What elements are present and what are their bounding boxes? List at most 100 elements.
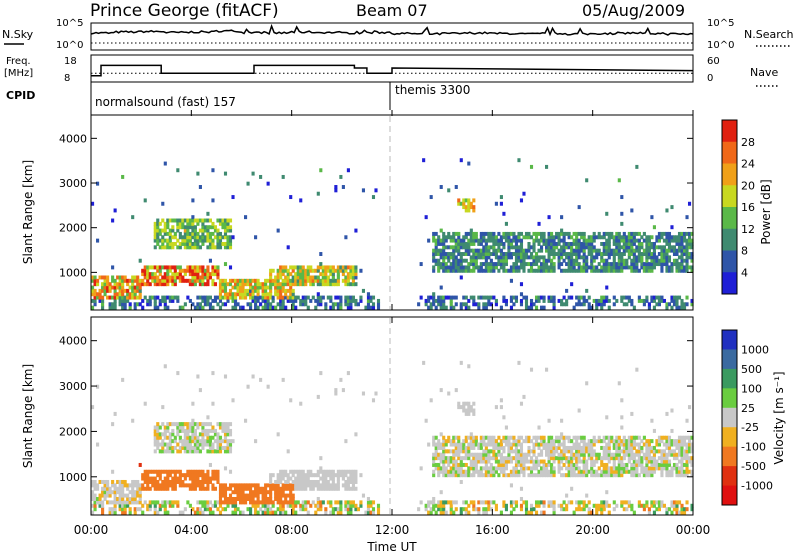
power-cell	[620, 268, 624, 273]
velocity-cell	[223, 374, 228, 379]
velocity-cell	[163, 479, 167, 484]
power-cell	[116, 295, 120, 300]
velocity-cell	[602, 452, 606, 457]
power-cell	[311, 278, 315, 283]
power-cell	[467, 248, 471, 253]
velocity-cell	[547, 503, 551, 508]
power-cell	[178, 231, 182, 236]
velocity-cell	[447, 435, 451, 440]
velocity-cell	[509, 510, 513, 515]
power-cell	[201, 231, 205, 236]
velocity-cell	[442, 459, 446, 464]
velocity-cell	[577, 408, 581, 413]
power-cell	[434, 305, 438, 310]
power-cell	[592, 258, 596, 263]
power-cell	[432, 235, 436, 240]
velocity-cell	[452, 442, 456, 447]
velocity-cell	[662, 503, 667, 508]
velocity-cell	[547, 462, 551, 467]
velocity-cell	[592, 449, 596, 454]
power-cell	[685, 241, 689, 246]
velocity-cell	[153, 469, 157, 474]
velocity-cell	[116, 496, 120, 501]
velocity-cell	[685, 469, 689, 474]
velocity-cell	[590, 439, 594, 444]
power-cell	[645, 295, 649, 300]
power-cell	[494, 265, 498, 270]
power-cell	[178, 221, 182, 226]
velocity-cell	[667, 459, 672, 464]
velocity-cell	[472, 435, 476, 440]
power-cell	[585, 245, 589, 250]
power-cell	[108, 302, 112, 307]
power-cell	[221, 302, 225, 307]
power-cell	[336, 272, 340, 277]
velocity-cell	[208, 500, 212, 505]
velocity-cell	[158, 486, 162, 491]
power-cell	[281, 302, 285, 307]
power-cell	[291, 298, 295, 303]
velocity-cell	[672, 456, 677, 461]
velocity-cell	[246, 496, 250, 501]
power-cell	[351, 295, 355, 300]
power-cell	[507, 248, 511, 253]
power-cell	[294, 272, 298, 277]
velocity-cell	[444, 449, 448, 454]
velocity-cell	[143, 500, 147, 505]
power-cell	[419, 295, 423, 300]
velocity-cell	[665, 456, 669, 461]
velocity-cell	[555, 456, 559, 461]
velocity-cell	[369, 510, 373, 515]
velocity-cell	[539, 500, 544, 505]
power-cell	[151, 295, 155, 300]
velocity-cell	[301, 503, 305, 508]
power-cell	[662, 248, 667, 253]
velocity-cell	[507, 456, 511, 461]
velocity-cell	[474, 459, 478, 464]
power-cell	[552, 235, 556, 240]
velocity-cell	[682, 469, 687, 474]
power-cell	[514, 265, 519, 270]
velocity-cell	[642, 503, 646, 508]
power-cell	[161, 275, 165, 280]
power-cell	[439, 238, 443, 243]
velocity-cell	[607, 459, 611, 464]
velocity-cell	[680, 469, 684, 474]
power-cell	[542, 241, 546, 246]
power-cell	[271, 298, 275, 303]
velocity-cell	[640, 456, 644, 461]
power-cell	[321, 268, 325, 273]
velocity-cell	[582, 466, 586, 471]
power-cell	[319, 252, 323, 256]
power-cell	[454, 248, 458, 253]
velocity-cell	[221, 507, 225, 512]
power-cell	[662, 238, 667, 243]
velocity-cell	[321, 500, 325, 505]
velocity-cell	[555, 449, 559, 454]
power-cell	[550, 241, 554, 246]
power-cell	[615, 235, 619, 240]
velocity-cell	[647, 445, 651, 450]
power-cell	[223, 218, 228, 223]
velocity-cell	[344, 473, 348, 478]
velocity-cell	[233, 496, 238, 501]
velocity-cell	[687, 442, 692, 447]
power-cell	[682, 265, 687, 270]
velocity-cell	[577, 445, 581, 450]
power-cell	[587, 241, 591, 246]
velocity-cell	[183, 422, 187, 427]
power-cell	[514, 268, 519, 273]
velocity-cell	[354, 476, 358, 481]
velocity-cell	[289, 483, 293, 488]
velocity-cell	[677, 442, 682, 447]
power-cell	[580, 295, 584, 300]
power-cell	[432, 252, 436, 256]
power-cell	[652, 252, 656, 256]
power-cell	[670, 295, 674, 300]
power-colorbar-swatch	[722, 185, 737, 208]
power-cell	[472, 248, 476, 253]
power-cell	[657, 295, 661, 300]
power-cell	[607, 268, 611, 273]
velocity-cell	[106, 493, 110, 498]
power-cell	[158, 228, 162, 233]
